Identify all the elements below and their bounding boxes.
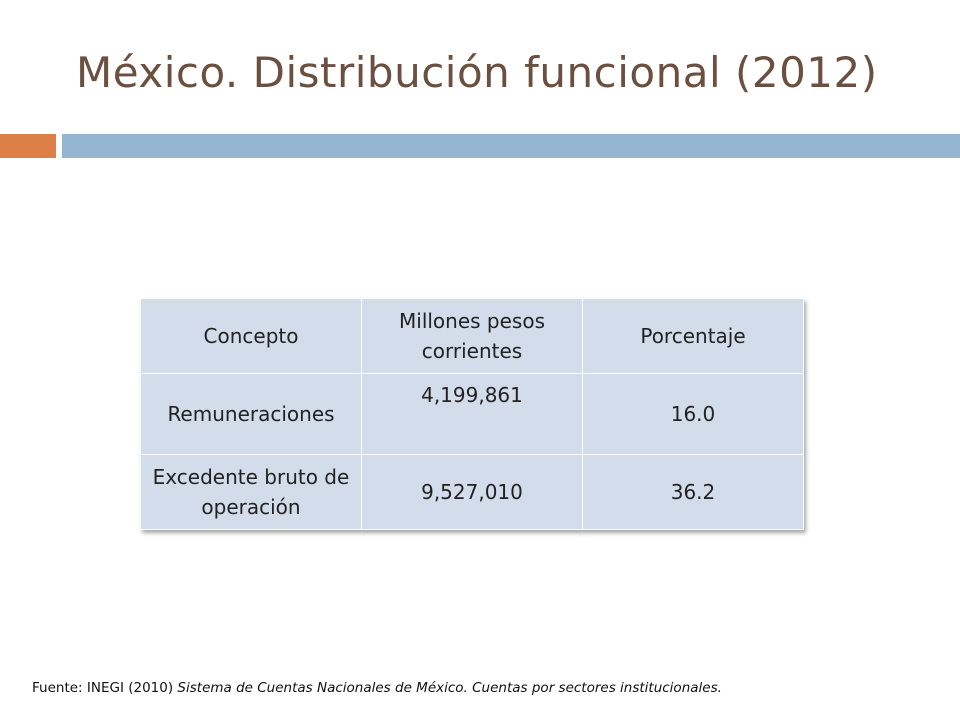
- cell-concepto: Remuneraciones: [140, 373, 362, 455]
- distribution-table: Concepto Millones pesos corrientes Porce…: [140, 298, 804, 530]
- header-millones: Millones pesos corrientes: [361, 298, 583, 374]
- cell-millones: 9,527,010: [361, 454, 583, 530]
- cell-concepto: Excedente bruto de operación: [140, 454, 362, 530]
- cell-porcentaje: 36.2: [582, 454, 804, 530]
- slide-title: México. Distribución funcional (2012): [76, 48, 878, 97]
- header-concepto: Concepto: [140, 298, 362, 374]
- title-underline-bar: [62, 134, 960, 158]
- title-accent-bar: [0, 134, 56, 158]
- table-row: Excedente bruto de operación 9,527,010 3…: [140, 454, 804, 530]
- table-header-row: Concepto Millones pesos corrientes Porce…: [140, 298, 804, 374]
- header-porcentaje: Porcentaje: [582, 298, 804, 374]
- source-prefix: Fuente: INEGI (2010): [32, 680, 178, 696]
- cell-porcentaje: 16.0: [582, 373, 804, 455]
- source-title: Sistema de Cuentas Nacionales de México.…: [177, 680, 722, 696]
- table-row: Remuneraciones 4,199,861 16.0: [140, 373, 804, 455]
- source-note: Fuente: INEGI (2010) Sistema de Cuentas …: [32, 680, 722, 696]
- cell-millones: 4,199,861: [361, 373, 583, 455]
